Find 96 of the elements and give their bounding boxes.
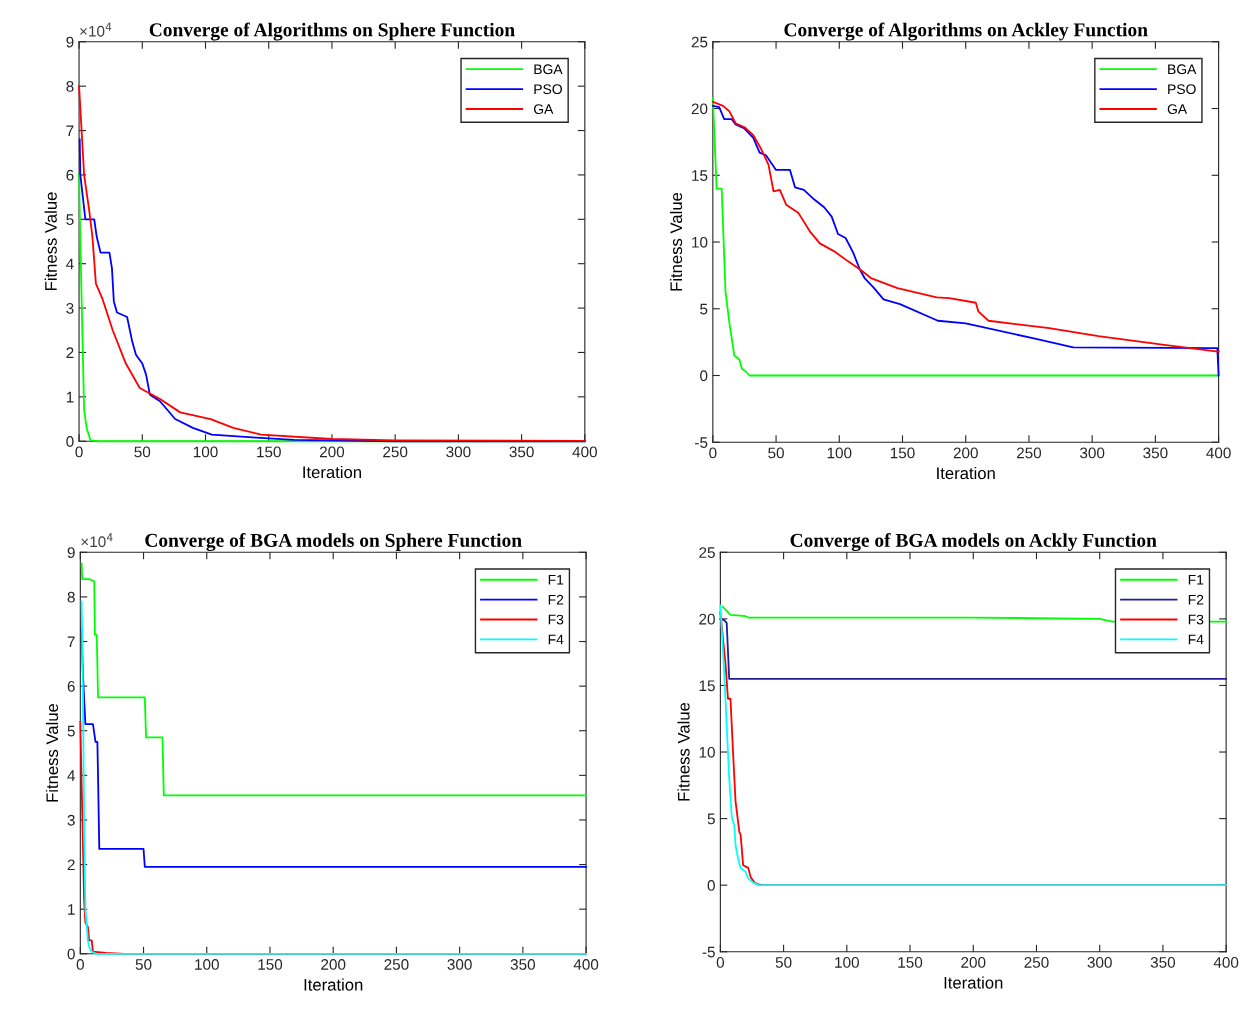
y-tick-label: 5 (700, 303, 708, 315)
y-tick-label: -5 (695, 437, 708, 448)
x-tick-label: 150 (258, 959, 283, 970)
y-tick-label: 8 (67, 591, 75, 603)
y-axis-title: Fitness Value (45, 703, 59, 802)
y-tick-label: 20 (699, 613, 715, 625)
legend-label: F1 (548, 575, 564, 585)
y-axis-title: Fitness Value (677, 702, 690, 801)
x-tick-label: 400 (1206, 447, 1231, 459)
x-tick-label: 350 (509, 446, 534, 458)
y-tick-label: 15 (699, 680, 715, 692)
y-tick-label: 5 (66, 214, 74, 225)
x-axis-title: Iteration (944, 976, 1003, 989)
x-tick-label: 50 (775, 957, 792, 968)
y-tick-label: -5 (702, 946, 715, 958)
x-tick-label: 200 (321, 959, 346, 970)
legend-label: BGA (534, 64, 563, 75)
y-tick-label: 0 (66, 436, 74, 447)
x-tick-label: 350 (1150, 957, 1176, 968)
y-tick-label: 9 (67, 547, 75, 558)
y-tick-label: 0 (707, 880, 715, 891)
legend-label: BGA (1168, 64, 1197, 75)
x-tick-label: 150 (898, 957, 923, 968)
legend-label: PSO (1168, 84, 1196, 95)
x-tick-label: 100 (827, 447, 852, 459)
x-tick-label: 250 (384, 959, 409, 970)
x-tick-label: 200 (319, 446, 345, 458)
x-tick-label: 150 (257, 446, 281, 458)
y-tick-label: 7 (66, 125, 74, 137)
x-tick-label: 250 (1016, 447, 1042, 459)
y-tick-label: 6 (66, 169, 74, 181)
x-tick-label: 250 (383, 446, 408, 458)
y-tick-label: 20 (691, 103, 708, 115)
y-tick-label: 2 (66, 347, 74, 358)
x-axis-title: Iteration (937, 466, 995, 480)
x-tick-label: 300 (447, 959, 472, 970)
x-tick-label: 300 (1080, 447, 1105, 459)
legend-label: F3 (548, 614, 564, 625)
y-tick-label: 15 (692, 170, 708, 181)
x-axis-title: Iteration (304, 978, 363, 991)
y-tick-label: 8 (66, 81, 74, 92)
x-tick-label: 150 (890, 447, 915, 459)
y-tick-label: 9 (66, 36, 74, 48)
y-tick-label: 10 (692, 236, 708, 248)
x-tick-label: 400 (572, 446, 597, 458)
x-tick-label: 50 (135, 959, 152, 970)
y-axis-title: Fitness Value (669, 192, 683, 291)
y-tick-label: 1 (66, 391, 74, 403)
legend-label: F1 (1188, 575, 1204, 585)
x-tick-label: 400 (1213, 957, 1239, 968)
x-tick-label: 250 (1024, 957, 1049, 968)
legend-label: GA (533, 104, 554, 114)
y-tick-label: 5 (67, 725, 75, 737)
x-tick-label: 50 (134, 446, 151, 458)
y-tick-label: 0 (67, 948, 75, 960)
y-tick-label: 7 (67, 636, 75, 648)
legend-label: GA (1167, 104, 1188, 114)
x-tick-label: 350 (1143, 447, 1168, 459)
y-tick-label: 5 (707, 813, 715, 825)
chart-title: Converge of BGA models on Sphere Function (145, 533, 522, 552)
legend-label: F4 (548, 634, 564, 645)
chart-title: Converge of Algorithms on Sphere Function (149, 22, 515, 41)
y-tick-label: 10 (699, 746, 715, 758)
x-tick-label: 100 (195, 959, 219, 970)
x-tick-label: 50 (768, 447, 784, 459)
y-tick-label: 4 (67, 770, 76, 781)
x-tick-label: 300 (446, 446, 471, 458)
y-tick-label: 2 (67, 859, 75, 871)
chart-title: Converge of Algorithms on Ackley Function (784, 22, 1148, 41)
legend-label: F3 (1188, 614, 1204, 625)
x-tick-label: 300 (1087, 957, 1112, 968)
x-tick-label: 0 (716, 957, 725, 968)
legend-label: F2 (1188, 594, 1204, 605)
y-tick-label: 3 (66, 302, 74, 314)
y-axis-title: Fitness Value (44, 192, 57, 291)
x-tick-label: 0 (76, 959, 84, 970)
x-axis-title: Iteration (303, 465, 361, 479)
x-tick-label: 200 (953, 447, 978, 459)
legend-label: PSO (534, 84, 562, 95)
chart-title: Converge of BGA models on Ackly Function (790, 533, 1157, 552)
text: ×10$^{4}$ (80, 22, 112, 37)
x-tick-label: 350 (510, 959, 536, 970)
legend-label: F4 (1188, 634, 1204, 645)
y-tick-label: 4 (66, 258, 74, 270)
y-tick-label: 25 (691, 36, 708, 48)
y-tick-label: 25 (699, 547, 715, 558)
x-tick-label: 400 (573, 959, 599, 970)
y-tick-label: 3 (67, 814, 75, 826)
y-tick-label: 6 (67, 680, 75, 692)
x-tick-label: 100 (835, 957, 859, 968)
x-tick-label: 200 (961, 957, 986, 968)
x-tick-label: 100 (193, 446, 218, 458)
legend-label: F2 (548, 594, 564, 605)
y-tick-label: 1 (68, 904, 75, 915)
text: ×10$^{4}$ (81, 533, 113, 548)
y-tick-label: 0 (700, 370, 708, 382)
